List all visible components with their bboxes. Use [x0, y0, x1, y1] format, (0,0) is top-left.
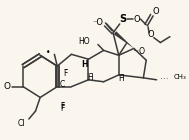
- Text: H: H: [81, 60, 88, 69]
- Text: H̄: H̄: [118, 74, 124, 83]
- Text: ···: ···: [160, 75, 169, 84]
- Text: ⁻O: ⁻O: [93, 18, 104, 27]
- Text: ···O: ···O: [132, 47, 145, 56]
- Text: F̄: F̄: [61, 104, 65, 113]
- Text: O: O: [152, 7, 159, 16]
- Text: F̄: F̄: [60, 102, 64, 111]
- Text: CH₃: CH₃: [174, 74, 186, 80]
- Text: O: O: [148, 30, 154, 39]
- Text: F̄: F̄: [64, 69, 68, 78]
- Text: S: S: [119, 14, 126, 24]
- Text: O: O: [133, 15, 140, 24]
- Text: Cl: Cl: [18, 119, 25, 128]
- Text: •: •: [46, 48, 50, 57]
- Text: C: C: [59, 80, 65, 89]
- Text: HO: HO: [79, 37, 90, 46]
- Polygon shape: [114, 31, 134, 48]
- Text: H̄: H̄: [88, 73, 93, 82]
- Text: O: O: [4, 82, 11, 91]
